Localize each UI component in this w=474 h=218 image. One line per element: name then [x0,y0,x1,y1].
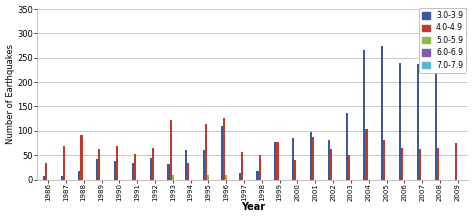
Bar [417,64,419,180]
Bar [114,161,116,180]
Bar [330,149,332,180]
Bar [381,46,383,180]
Bar [383,140,385,180]
Bar [185,150,187,180]
Bar [419,149,421,180]
Legend: 3.0-3.9, 4.0-4.9, 5.0-5.9, 6.0-6.9, 7.0-7.9: 3.0-3.9, 4.0-4.9, 5.0-5.9, 6.0-6.9, 7.0-… [419,8,466,73]
Bar [310,132,312,180]
Bar [203,150,205,180]
Bar [78,171,81,180]
Bar [346,113,347,180]
Bar [292,138,294,180]
Bar [401,148,403,180]
Bar [61,176,63,180]
Bar [328,140,330,180]
Bar [225,175,227,180]
Bar [435,20,437,180]
Bar [256,171,259,180]
Bar [364,51,365,180]
Bar [239,173,241,180]
Bar [365,129,368,180]
X-axis label: Year: Year [241,203,265,213]
Bar [259,155,261,180]
Bar [172,175,174,180]
Bar [170,120,172,180]
Bar [437,148,439,180]
Bar [45,163,47,180]
Bar [312,137,314,180]
Bar [134,154,136,180]
Bar [98,149,100,180]
Bar [274,141,276,180]
Bar [150,158,152,180]
Bar [167,164,170,180]
Bar [152,148,154,180]
Bar [116,146,118,180]
Bar [132,163,134,180]
Bar [221,126,223,180]
Bar [63,146,65,180]
Bar [241,152,243,180]
Bar [205,124,207,180]
Bar [207,175,210,180]
Bar [399,63,401,180]
Bar [96,159,98,180]
Bar [455,143,456,180]
Bar [81,135,82,180]
Bar [276,142,279,180]
Y-axis label: Number of Earthquakes: Number of Earthquakes [6,44,15,144]
Bar [294,160,296,180]
Bar [187,163,190,180]
Bar [43,176,45,180]
Bar [223,118,225,180]
Bar [347,155,350,180]
